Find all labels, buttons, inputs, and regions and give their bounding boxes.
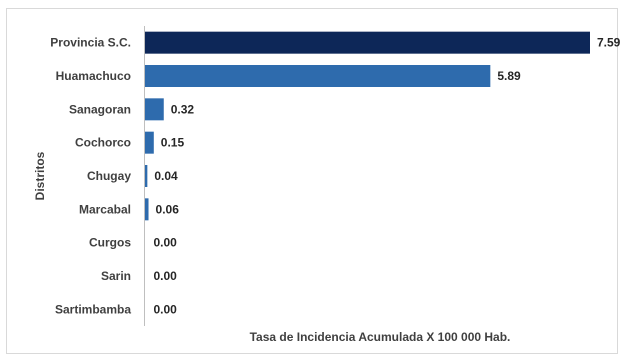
bar-cochorco — [145, 131, 154, 154]
category-label: Huamachuco — [56, 69, 131, 83]
category-label: Provincia S.C. — [50, 36, 131, 50]
category-label: Marcabal — [79, 202, 131, 216]
value-label: 0.00 — [154, 302, 178, 316]
value-label: 0.04 — [154, 169, 178, 183]
value-labels: 7.59 5.89 0.32 0.15 0.04 0.06 0.00 0.00 0.00 — [154, 36, 621, 317]
bars-group — [145, 31, 590, 221]
value-label: 7.59 — [597, 36, 621, 50]
category-label: Curgos — [89, 236, 131, 250]
value-label: 0.06 — [156, 202, 180, 216]
category-label: Cochorco — [75, 136, 131, 150]
category-label: Sartimbamba — [55, 302, 131, 316]
bar-chugay — [145, 165, 148, 187]
bar-huamachuco — [145, 65, 491, 87]
value-label: 0.00 — [154, 269, 178, 283]
value-label: 0.15 — [161, 136, 185, 150]
value-label: 5.89 — [497, 69, 521, 83]
value-label: 0.32 — [171, 102, 195, 116]
category-labels: Provincia S.C. Huamachuco Sanagoran Cochorc… — [50, 36, 131, 317]
category-label: Chugay — [87, 169, 131, 183]
category-label: Sanagoran — [69, 102, 131, 116]
bar-provincia-s-c — [145, 31, 590, 54]
value-label: 0.00 — [154, 236, 178, 250]
category-label: Sarin — [101, 269, 131, 283]
bar-sanagoran — [145, 98, 164, 121]
x-axis-title: Tasa de Incidencia Acumulada X 100 000 H… — [250, 330, 511, 344]
y-axis-title: Distritos — [33, 151, 47, 200]
bar-marcabal — [145, 198, 149, 221]
chart-frame — [6, 8, 618, 354]
